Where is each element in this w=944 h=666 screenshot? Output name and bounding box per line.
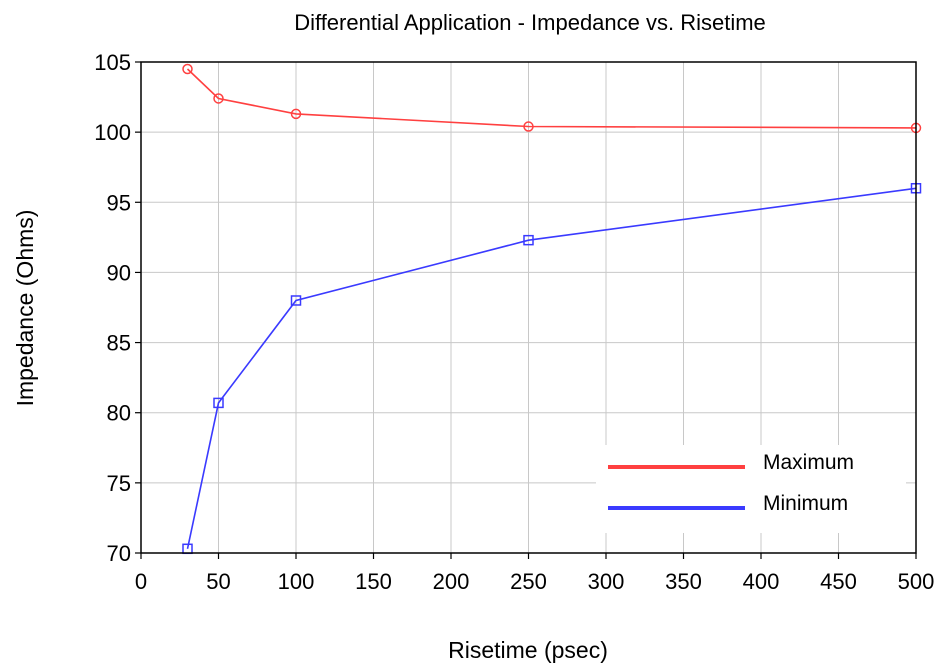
x-tick-label: 500 bbox=[898, 569, 935, 594]
legend-label-minimum: Minimum bbox=[763, 492, 848, 515]
x-tick-label: 400 bbox=[743, 569, 780, 594]
data-point-minimum bbox=[523, 234, 534, 246]
y-tick-label: 95 bbox=[107, 190, 131, 215]
data-point-maximum bbox=[213, 93, 224, 104]
y-tick-label: 70 bbox=[107, 541, 131, 566]
x-axis-label: Risetime (psec) bbox=[448, 637, 608, 663]
x-tick-label: 0 bbox=[135, 569, 147, 594]
x-tick-label: 300 bbox=[588, 569, 625, 594]
x-tick-label: 350 bbox=[665, 569, 702, 594]
legend-background bbox=[596, 445, 906, 533]
data-point-minimum bbox=[213, 397, 224, 409]
x-tick-label: 100 bbox=[278, 569, 315, 594]
series-line-maximum bbox=[186, 68, 917, 129]
x-tick-label: 250 bbox=[510, 569, 547, 594]
x-tick-label: 50 bbox=[206, 569, 230, 594]
y-tick-label: 80 bbox=[107, 401, 131, 426]
data-point-maximum bbox=[182, 63, 193, 75]
x-tick-label: 450 bbox=[820, 569, 857, 594]
y-tick-label: 105 bbox=[94, 50, 131, 75]
grid bbox=[140, 61, 917, 554]
x-tick-label: 150 bbox=[355, 569, 392, 594]
x-tick-label: 200 bbox=[433, 569, 470, 594]
y-tick-label: 90 bbox=[107, 260, 131, 285]
legend-label-maximum: Maximum bbox=[763, 451, 854, 474]
y-axis-ticks: 70 75 80 85 90 95 100 105 bbox=[94, 50, 141, 566]
series-layer bbox=[182, 63, 922, 555]
data-point-minimum bbox=[290, 295, 302, 306]
y-tick-label: 85 bbox=[107, 331, 131, 356]
data-point-maximum bbox=[290, 108, 302, 120]
y-tick-label: 100 bbox=[94, 120, 131, 145]
x-axis-ticks: 0 50 100 150 200 250 300 350 400 450 500 bbox=[135, 553, 934, 594]
data-point-maximum bbox=[523, 121, 534, 132]
series-line-minimum bbox=[186, 187, 917, 549]
legend: Maximum Minimum bbox=[596, 445, 906, 533]
y-axis-label: Impedance (Ohms) bbox=[12, 210, 38, 407]
series-maximum bbox=[182, 63, 922, 134]
y-tick-label: 75 bbox=[107, 471, 131, 496]
chart-title: Differential Application - Impedance vs.… bbox=[294, 10, 766, 35]
plot-frame bbox=[140, 61, 917, 554]
